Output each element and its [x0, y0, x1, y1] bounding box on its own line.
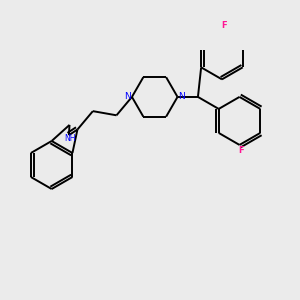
Text: N: N [124, 92, 131, 101]
Text: NH: NH [64, 134, 75, 143]
Text: F: F [238, 146, 244, 155]
Text: N: N [178, 92, 185, 101]
Text: F: F [221, 21, 226, 30]
